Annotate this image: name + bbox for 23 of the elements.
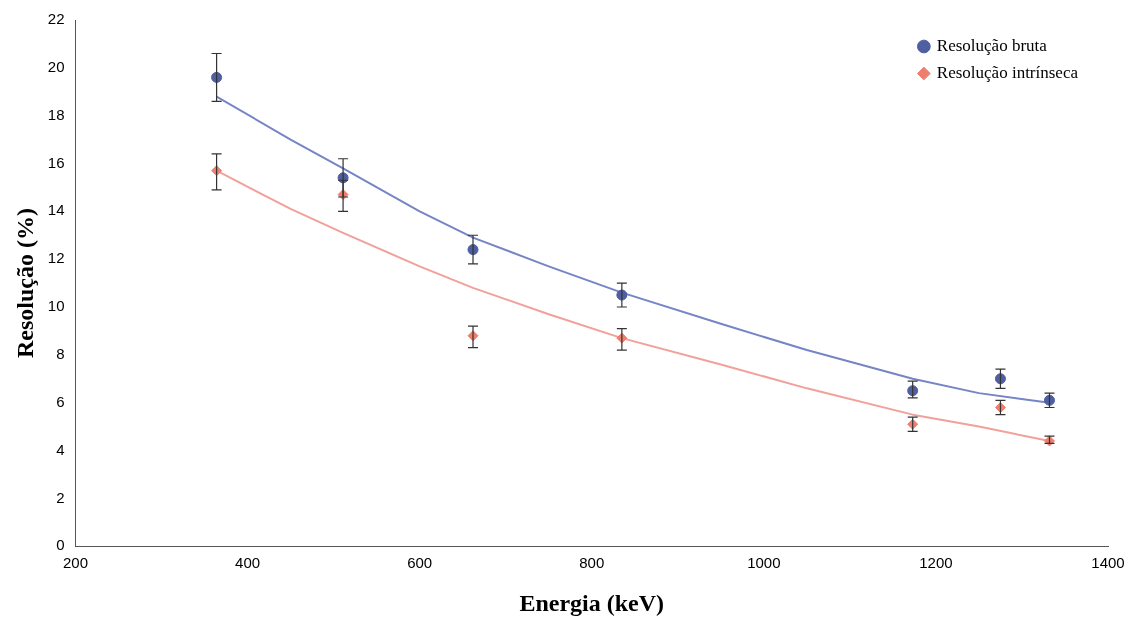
- y-tick-label: 10: [47, 297, 65, 315]
- x-tick-label: 1400: [1091, 554, 1125, 572]
- legend-label: Resolução bruta: [936, 35, 1048, 55]
- x-tick-label: 600: [407, 554, 433, 572]
- y-tick-label: 8: [56, 345, 65, 362]
- x-tick-label: 400: [235, 554, 261, 572]
- legend-label: Resolução intrínseca: [936, 62, 1079, 82]
- y-tick-label: 4: [56, 440, 65, 458]
- y-tick-label: 18: [47, 105, 65, 123]
- x-tick-label: 800: [579, 554, 605, 572]
- x-tick-label: 200: [62, 554, 88, 572]
- y-tick-label: 20: [47, 57, 65, 75]
- y-tick-label: 6: [56, 392, 65, 410]
- y-tick-label: 22: [47, 10, 65, 28]
- x-axis-title: Energia (keV): [519, 589, 665, 616]
- y-tick-label: 16: [47, 153, 65, 171]
- y-tick-label: 12: [47, 249, 65, 267]
- x-tick-label: 1000: [747, 554, 781, 572]
- y-tick-label: 2: [56, 488, 65, 506]
- x-tick-label: 1200: [919, 554, 953, 572]
- y-tick-label: 14: [47, 201, 65, 219]
- y-axis-title: Resolução (%): [11, 208, 38, 359]
- y-tick-label: 0: [56, 536, 65, 554]
